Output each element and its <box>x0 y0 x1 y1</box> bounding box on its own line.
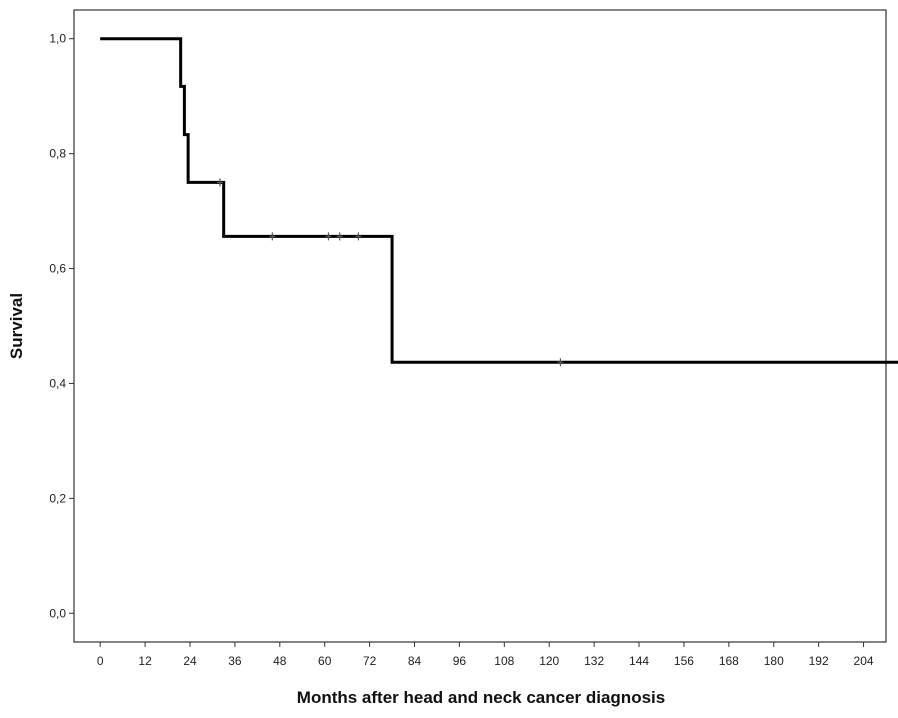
x-tick-label: 60 <box>318 654 332 668</box>
y-tick-label: 0,2 <box>49 491 66 505</box>
x-axis-ticks: 0 12 24 36 48 60 72 84 96 108 120 132 144 156 168 180 19… <box>97 642 874 668</box>
y-axis-ticks: 0,0 0,2 0,4 0,6 0,8 1,0 <box>49 32 74 620</box>
x-tick-label: 204 <box>854 654 874 668</box>
censor-mark <box>216 178 223 187</box>
x-tick-label: 168 <box>719 654 739 668</box>
censor-mark <box>269 232 276 241</box>
censor-mark <box>355 232 362 241</box>
x-tick-label: 48 <box>273 654 287 668</box>
y-tick-label: 0,4 <box>49 376 66 390</box>
y-tick-label: 0,8 <box>49 147 66 161</box>
series-layer <box>100 37 898 367</box>
censor-mark <box>557 358 564 367</box>
x-tick-label: 84 <box>408 654 422 668</box>
x-tick-label: 72 <box>363 654 377 668</box>
x-tick-label: 156 <box>674 654 694 668</box>
x-tick-label: 120 <box>539 654 559 668</box>
x-tick-label: 192 <box>809 654 829 668</box>
x-axis-title: Months after head and neck cancer diagno… <box>297 688 665 707</box>
x-tick-label: 144 <box>629 654 649 668</box>
x-tick-label: 24 <box>183 654 197 668</box>
x-tick-label: 36 <box>228 654 242 668</box>
censor-mark <box>325 232 332 241</box>
y-axis-title: Survival <box>7 293 26 359</box>
y-tick-label: 0,6 <box>49 262 66 276</box>
x-tick-label: 0 <box>97 654 104 668</box>
x-tick-label: 180 <box>764 654 784 668</box>
y-tick-label: 0,0 <box>49 606 66 620</box>
x-tick-label: 108 <box>494 654 514 668</box>
x-tick-label: 96 <box>453 654 467 668</box>
survival-step-line <box>100 37 898 364</box>
plot-frame <box>73 9 887 643</box>
y-tick-label: 1,0 <box>49 32 66 46</box>
censor-mark <box>336 232 343 241</box>
x-tick-label: 12 <box>138 654 152 668</box>
x-tick-label: 132 <box>584 654 604 668</box>
